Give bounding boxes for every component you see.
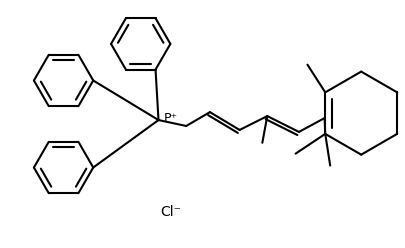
Text: P⁺: P⁺ [163,112,177,124]
Text: Cl⁻: Cl⁻ [160,205,180,219]
